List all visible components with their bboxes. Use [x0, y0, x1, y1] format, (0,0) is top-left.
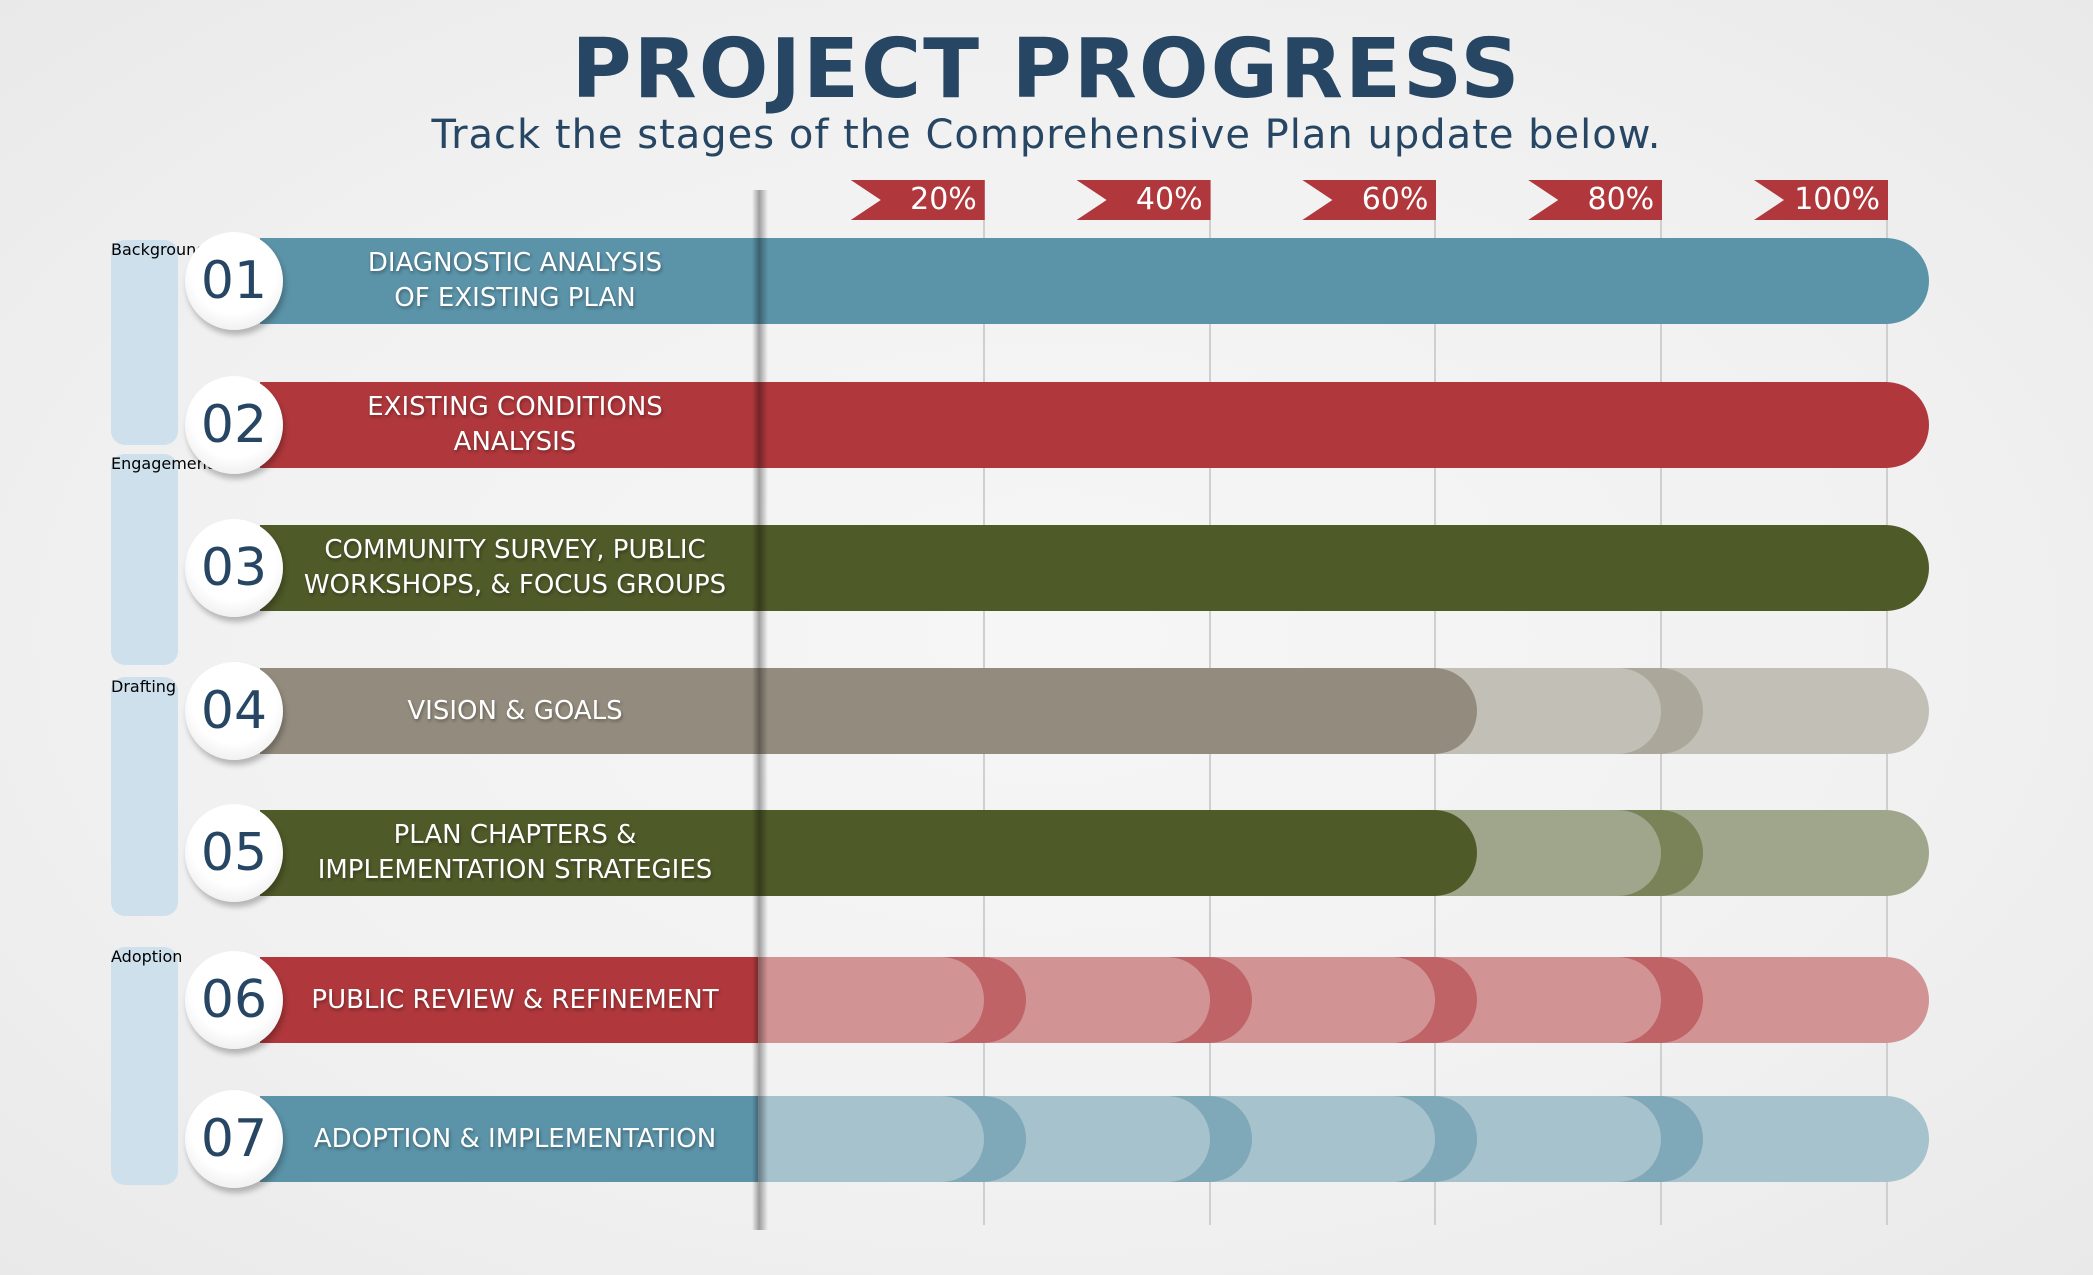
stage-label-band: [260, 957, 758, 1043]
stage-row: PLAN CHAPTERS & IMPLEMENTATION STRATEGIES…: [0, 804, 2093, 902]
stage-label: PLAN CHAPTERS & IMPLEMENTATION STRATEGIES: [280, 810, 750, 896]
stage-label: COMMUNITY SURVEY, PUBLIC WORKSHOPS, & FOC…: [280, 525, 750, 611]
stage-label-lines: EXISTING CONDITIONS ANALYSIS: [367, 390, 663, 460]
stage-row: EXISTING CONDITIONS ANALYSIS 02: [0, 376, 2093, 474]
stage-label-line1: PLAN CHAPTERS &: [393, 820, 637, 850]
stage-number: 02: [185, 376, 283, 474]
tick-label: 80%: [1528, 180, 1663, 220]
page-subtitle: Track the stages of the Comprehensive Pl…: [431, 112, 1662, 158]
progress-bar: [758, 382, 1929, 468]
remaining-segment: [1435, 1096, 1704, 1182]
stage-number: 03: [185, 519, 283, 617]
stage-number: 06: [185, 951, 283, 1049]
stage-label-lines: DIAGNOSTIC ANALYSIS OF EXISTING PLAN: [368, 246, 662, 316]
stage-row: VISION & GOALS 04: [0, 662, 2093, 760]
divider-shadow: [752, 190, 768, 1230]
remaining-segment: [1435, 810, 1704, 896]
stage-label-line2: OF EXISTING PLAN: [394, 283, 636, 313]
stage-label-line1: ADOPTION & IMPLEMENTATION: [313, 1123, 717, 1154]
group-label-text: Adoption: [111, 947, 183, 966]
tick-label: 60%: [1302, 180, 1437, 220]
remaining-segment: [1661, 810, 1929, 896]
progress-bar: [758, 668, 1478, 754]
stage-label-lines: ADOPTION & IMPLEMENTATION: [314, 1122, 716, 1157]
stage-label-band: [260, 525, 758, 611]
group-label-text: Drafting: [111, 677, 177, 696]
stage-row: COMMUNITY SURVEY, PUBLIC WORKSHOPS, & FOC…: [0, 519, 2093, 617]
stage-number: 01: [185, 232, 283, 330]
remaining-segment: [1661, 1096, 1929, 1182]
stage-label-line1: VISION & GOALS: [407, 695, 623, 726]
remaining-segment: [1209, 1096, 1478, 1182]
remaining-segment: [758, 1096, 1026, 1182]
progress-bar: [758, 525, 1929, 611]
stage-row: ADOPTION & IMPLEMENTATION 07: [0, 1090, 2093, 1188]
stage-label-band: [260, 810, 758, 896]
stage-label-lines: PLAN CHAPTERS & IMPLEMENTATION STRATEGIES: [318, 818, 713, 888]
remaining-segment: [1661, 668, 1929, 754]
stage-number: 04: [185, 662, 283, 760]
remaining-segment: [1209, 957, 1478, 1043]
stage-number: 05: [185, 804, 283, 902]
stage-label-band: [260, 238, 758, 324]
remaining-segment: [758, 957, 1026, 1043]
stage-label: ADOPTION & IMPLEMENTATION: [280, 1096, 750, 1182]
remaining-segment: [1435, 668, 1704, 754]
stage-label-band: [260, 382, 758, 468]
stage-label-lines: VISION & GOALS: [407, 694, 622, 729]
remaining-segment: [983, 1096, 1252, 1182]
stage-label-line2: ANALYSIS: [453, 427, 577, 457]
remaining-segment: [983, 957, 1252, 1043]
stage-label-line1: COMMUNITY SURVEY, PUBLIC: [324, 535, 706, 565]
stage-label-line1: EXISTING CONDITIONS: [367, 392, 663, 422]
stage-label-lines: COMMUNITY SURVEY, PUBLIC WORKSHOPS, & FOC…: [304, 533, 726, 603]
stage-label: PUBLIC REVIEW & REFINEMENT: [280, 957, 750, 1043]
stage-label: VISION & GOALS: [280, 668, 750, 754]
group-label-adoption: Adoption: [111, 947, 183, 1185]
stage-label-line1: PUBLIC REVIEW & REFINEMENT: [311, 984, 719, 1015]
stage-label-line1: DIAGNOSTIC ANALYSIS: [367, 248, 663, 278]
tick-label: 40%: [1076, 180, 1211, 220]
stage-label-lines: PUBLIC REVIEW & REFINEMENT: [311, 983, 718, 1018]
stage-label: EXISTING CONDITIONS ANALYSIS: [280, 382, 750, 468]
stage-row: PUBLIC REVIEW & REFINEMENT 06: [0, 951, 2093, 1049]
tick-label: 20%: [850, 180, 985, 220]
group-label-background: Background: [111, 240, 206, 445]
stage-label: DIAGNOSTIC ANALYSIS OF EXISTING PLAN: [280, 238, 750, 324]
remaining-segment: [1435, 957, 1704, 1043]
group-label-engagement: Engagement: [111, 454, 213, 665]
progress-bar: [758, 238, 1929, 324]
stage-label-line2: WORKSHOPS, & FOCUS GROUPS: [303, 570, 727, 600]
page-title: PROJECT PROGRESS: [571, 22, 1522, 117]
stage-number: 07: [185, 1090, 283, 1188]
stage-row: DIAGNOSTIC ANALYSIS OF EXISTING PLAN 01: [0, 232, 2093, 330]
stage-label-band: [260, 668, 758, 754]
remaining-segment: [1661, 957, 1929, 1043]
group-label-drafting: Drafting: [111, 677, 178, 916]
progress-bar: [758, 810, 1478, 896]
stage-label-band: [260, 1096, 758, 1182]
stage-label-line2: IMPLEMENTATION STRATEGIES: [317, 855, 713, 885]
tick-label: 100%: [1754, 180, 1888, 220]
